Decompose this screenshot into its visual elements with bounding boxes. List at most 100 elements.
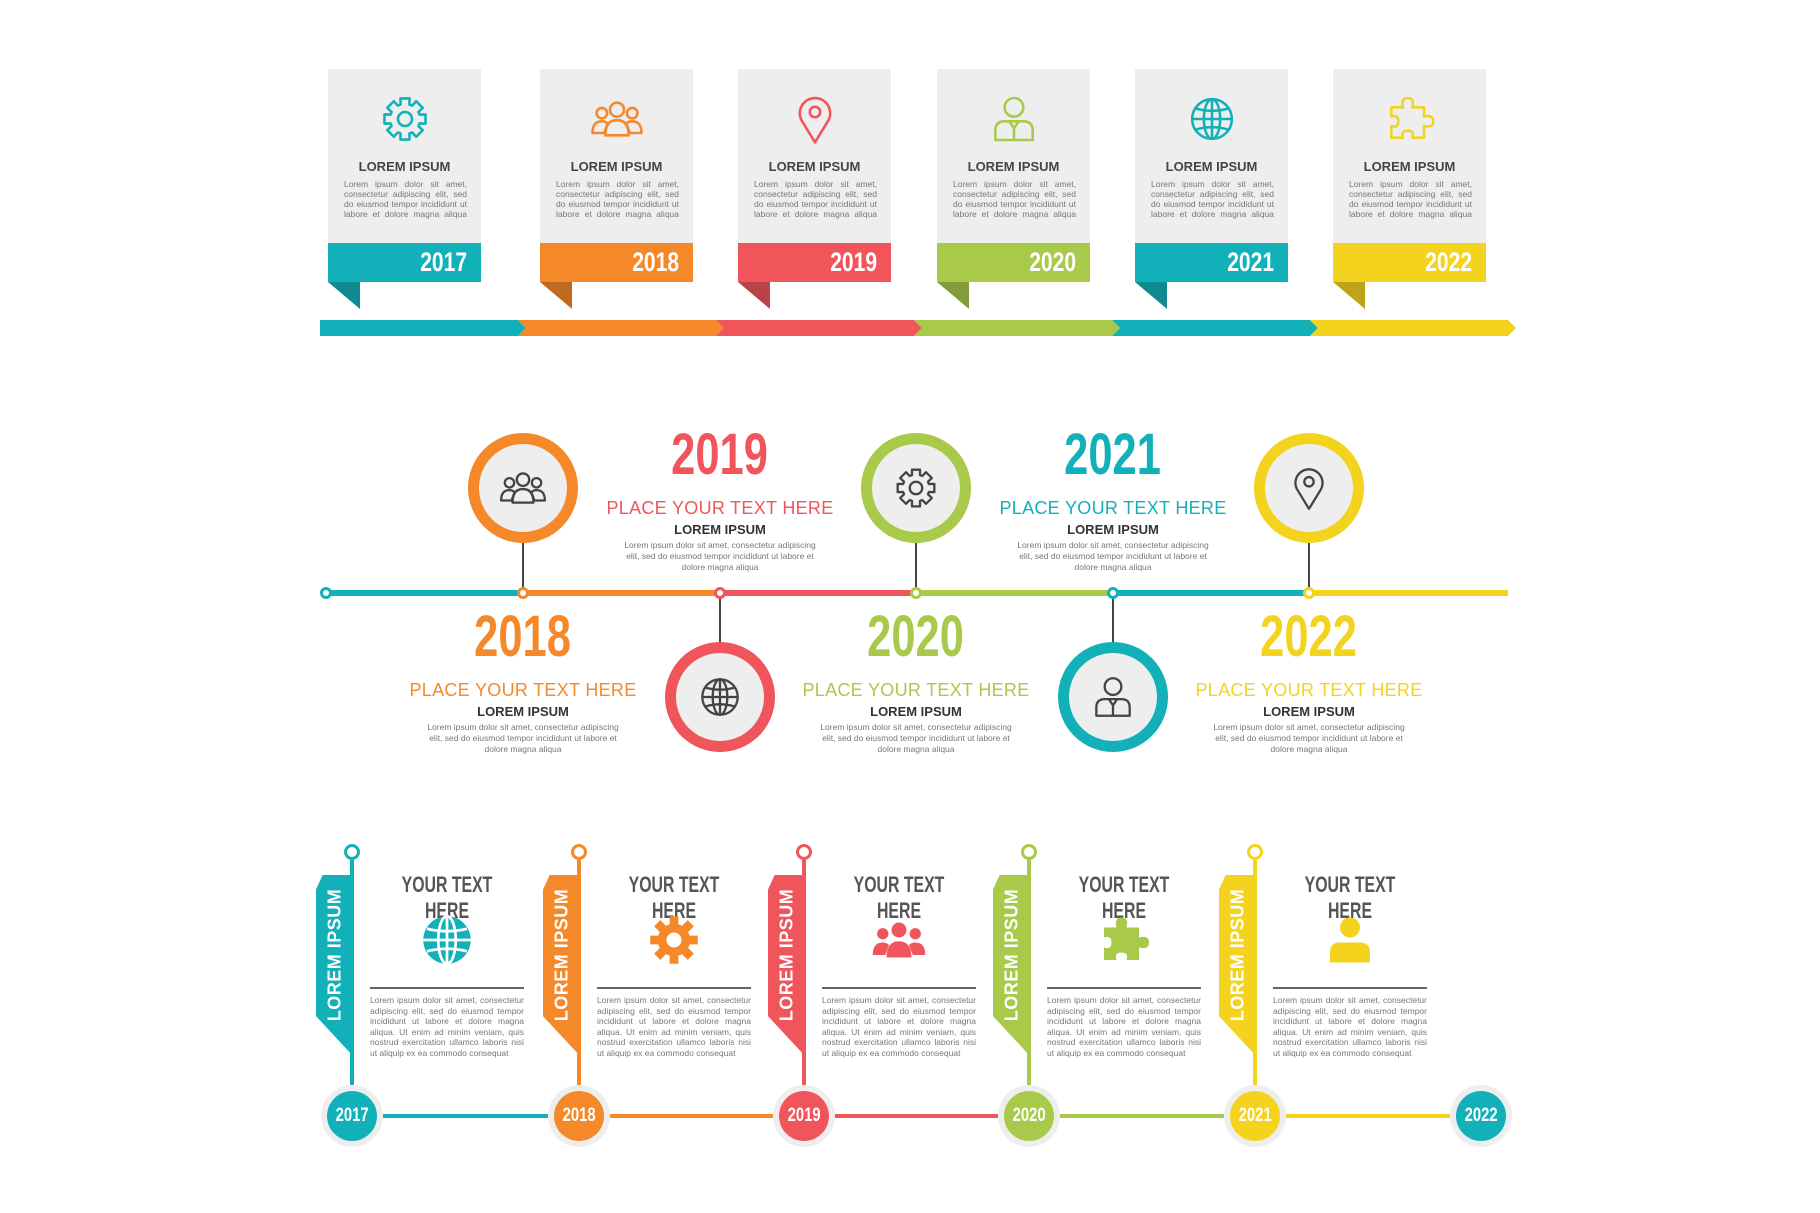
card-title: LOREM IPSUM <box>967 159 1060 174</box>
year-circle: 2019 <box>773 1085 835 1147</box>
user-icon <box>1320 910 1380 970</box>
vertical-tab: LOREM IPSUM <box>1219 875 1256 1056</box>
year-text: 2021 <box>1238 1105 1272 1126</box>
item-body: Lorem ipsum dolor sit amet, consectetur … <box>1273 995 1427 1058</box>
card-body: Lorem ipsum dolor sit amet, consectetur … <box>344 179 467 219</box>
tab-label: LOREM IPSUM <box>1001 888 1021 1022</box>
milestone-body: Lorem ipsum dolor sit amet, consectetur … <box>820 722 1012 754</box>
item-body: Lorem ipsum dolor sit amet, consectetur … <box>822 995 976 1058</box>
year-circle-inner: 2018 <box>554 1091 604 1141</box>
milestone-title: LOREM IPSUM <box>1263 704 1355 719</box>
year-label: 2020 <box>1029 247 1076 277</box>
card-body: Lorem ipsum dolor sit amet, consectetur … <box>556 179 679 219</box>
year-circle-inner: 2020 <box>1004 1091 1054 1141</box>
timeline-card: LOREM IPSUM Lorem ipsum dolor sit amet, c… <box>1333 69 1486 243</box>
progress-segment <box>1112 320 1318 336</box>
item-body: Lorem ipsum dolor sit amet, consectetur … <box>370 995 524 1058</box>
people-icon <box>589 91 645 147</box>
people-icon <box>869 910 929 970</box>
milestone-year: 2022 <box>1189 608 1429 666</box>
year-circle: 2017 <box>321 1085 383 1147</box>
milestone-circle <box>468 433 578 543</box>
user-icon <box>986 91 1042 147</box>
year-label: 2021 <box>1227 247 1274 277</box>
milestone-heading: PLACE YOUR TEXT HERE <box>409 680 637 700</box>
gear-icon <box>377 91 433 147</box>
divider <box>370 987 524 989</box>
timeline-card: LOREM IPSUM Lorem ipsum dolor sit amet, c… <box>328 69 481 243</box>
ribbon-fold <box>1333 282 1365 309</box>
connector-stem <box>1112 593 1114 642</box>
year-circle-final: 2022 <box>1450 1085 1512 1147</box>
vertical-tab: LOREM IPSUM <box>768 875 805 1056</box>
timeline-node <box>1107 587 1119 599</box>
divider <box>1047 987 1201 989</box>
milestone-heading: PLACE YOUR TEXT HERE <box>999 498 1227 518</box>
user-icon <box>1088 672 1138 722</box>
year-band: 2017 <box>328 243 481 282</box>
card-body: Lorem ipsum dolor sit amet, consectetur … <box>953 179 1076 219</box>
divider <box>1273 987 1427 989</box>
vertical-tab: LOREM IPSUM <box>543 875 580 1056</box>
globe-icon <box>1184 91 1240 147</box>
title-text: YOUR TEXT HERE <box>1078 872 1170 923</box>
timeline-line-segment <box>1060 1114 1224 1118</box>
divider <box>822 987 976 989</box>
year-circle-inner: 2022 <box>1456 1091 1506 1141</box>
year-band: 2022 <box>1333 243 1486 282</box>
year-label: 2017 <box>420 247 467 277</box>
location-pin-icon <box>1284 463 1334 513</box>
pin-head <box>344 844 360 860</box>
timeline-line-segment <box>383 1114 548 1118</box>
year-circle-inner: 2021 <box>1230 1091 1280 1141</box>
year-text: 2022 <box>1464 1105 1498 1126</box>
year-band: 2019 <box>738 243 891 282</box>
progress-segment <box>320 320 526 336</box>
milestone-year: 2018 <box>403 608 643 666</box>
year-text: 2018 <box>562 1105 596 1126</box>
card-body: Lorem ipsum dolor sit amet, consectetur … <box>1151 179 1274 219</box>
milestone-body: Lorem ipsum dolor sit amet, consectetur … <box>1213 722 1405 754</box>
milestone-title: LOREM IPSUM <box>477 704 569 719</box>
milestone-title: LOREM IPSUM <box>870 704 962 719</box>
milestone-title: LOREM IPSUM <box>1067 522 1159 537</box>
milestone-heading: PLACE YOUR TEXT HERE <box>802 680 1030 700</box>
connector-stem <box>522 543 524 593</box>
milestone-heading: PLACE YOUR TEXT HERE <box>606 498 834 518</box>
connector-stem <box>719 593 721 642</box>
year-text: 2022 <box>1260 604 1358 669</box>
item-body: Lorem ipsum dolor sit amet, consectetur … <box>597 995 751 1058</box>
milestone-year: 2019 <box>600 426 840 484</box>
milestone-title: LOREM IPSUM <box>674 522 766 537</box>
item-title: YOUR TEXT HERE <box>819 872 979 924</box>
year-circle: 2018 <box>548 1085 610 1147</box>
globe-icon <box>695 672 745 722</box>
card-title: LOREM IPSUM <box>358 159 451 174</box>
milestone-circle <box>1254 433 1364 543</box>
people-icon <box>498 463 548 513</box>
card-title: LOREM IPSUM <box>570 159 663 174</box>
card-body: Lorem ipsum dolor sit amet, consectetur … <box>754 179 877 219</box>
timeline-node <box>910 587 922 599</box>
milestone-circle <box>1058 642 1168 752</box>
milestone-year: 2020 <box>796 608 1036 666</box>
ribbon-fold <box>738 282 770 309</box>
ribbon-fold <box>328 282 360 309</box>
progress-segment <box>518 320 724 336</box>
milestone-body: Lorem ipsum dolor sit amet, consectetur … <box>427 722 619 754</box>
timeline-node <box>1303 587 1315 599</box>
timeline-line-segment <box>523 590 720 596</box>
year-band: 2020 <box>937 243 1090 282</box>
timeline-line-segment <box>720 590 916 596</box>
timeline-card: LOREM IPSUM Lorem ipsum dolor sit amet, c… <box>540 69 693 243</box>
gear-icon <box>891 463 941 513</box>
item-body: Lorem ipsum dolor sit amet, consectetur … <box>1047 995 1201 1058</box>
year-text: 2017 <box>335 1105 369 1126</box>
card-title: LOREM IPSUM <box>768 159 861 174</box>
year-label: 2018 <box>632 247 679 277</box>
title-text: YOUR TEXT HERE <box>853 872 945 923</box>
timeline-card: LOREM IPSUM Lorem ipsum dolor sit amet, c… <box>738 69 891 243</box>
milestone-body: Lorem ipsum dolor sit amet, consectetur … <box>1017 540 1209 572</box>
ribbon-fold <box>540 282 572 309</box>
card-body: Lorem ipsum dolor sit amet, consectetur … <box>1349 179 1472 219</box>
